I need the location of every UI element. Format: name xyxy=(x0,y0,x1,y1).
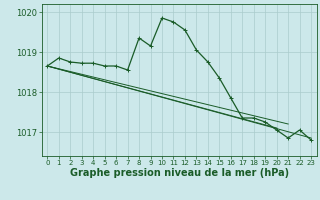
X-axis label: Graphe pression niveau de la mer (hPa): Graphe pression niveau de la mer (hPa) xyxy=(70,168,289,178)
